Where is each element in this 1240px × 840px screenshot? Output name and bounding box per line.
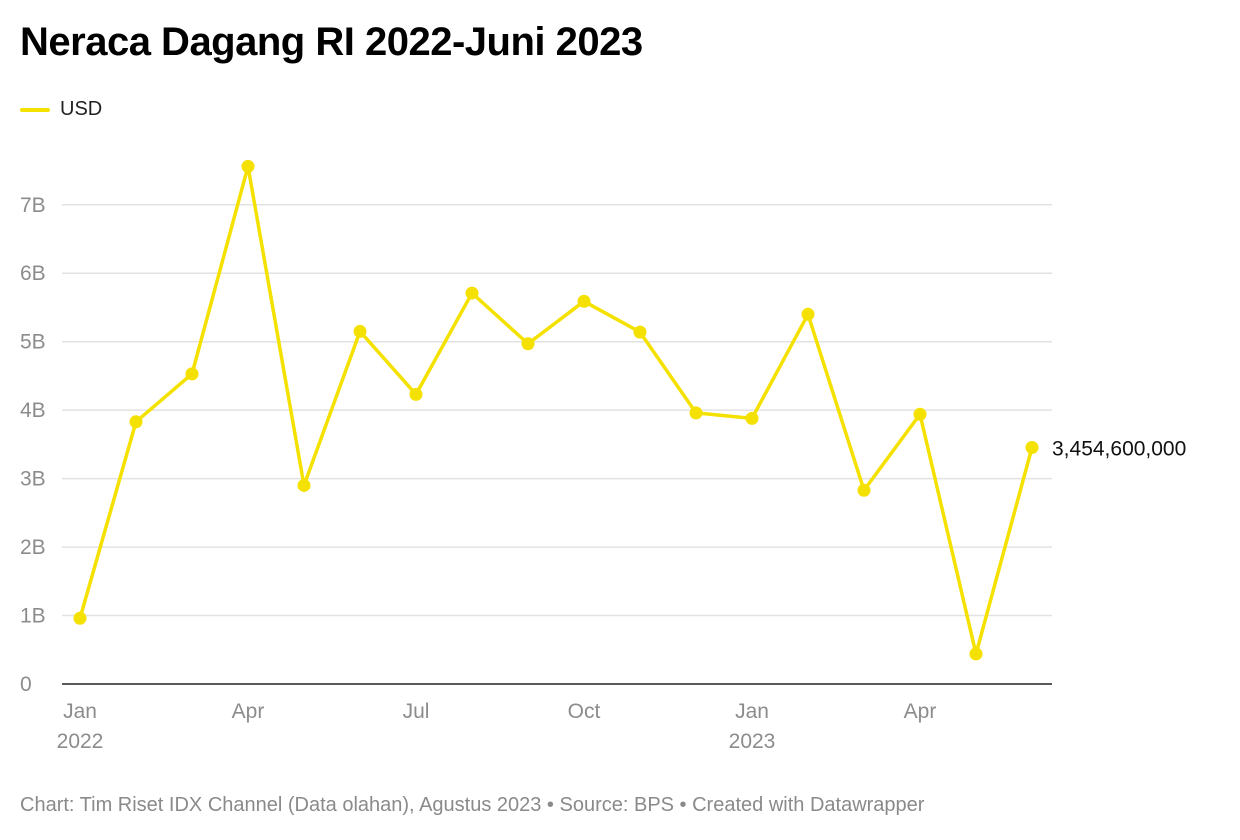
x-tick-label: Apr (904, 700, 937, 723)
data-point (73, 611, 87, 625)
y-tick-label: 4B (20, 399, 46, 422)
y-tick-label: 6B (20, 262, 46, 285)
data-point (521, 337, 535, 351)
x-tick-label: Jan (735, 700, 769, 723)
y-tick-label: 3B (20, 468, 46, 491)
x-tick-year-label: 2022 (57, 730, 104, 753)
data-point (1025, 440, 1039, 454)
data-point (353, 324, 367, 338)
data-point (745, 411, 759, 425)
legend-swatch (20, 107, 50, 112)
data-point (409, 387, 423, 401)
data-point (185, 367, 199, 381)
y-tick-label: 7B (20, 194, 46, 217)
data-point (465, 286, 479, 300)
data-point (633, 325, 647, 339)
chart-footer: Chart: Tim Riset IDX Channel (Data olaha… (20, 794, 925, 816)
data-point (577, 294, 591, 308)
data-point (913, 407, 927, 421)
legend-label: USD (60, 98, 103, 120)
series-line (78, 164, 1034, 656)
data-point (241, 159, 255, 173)
x-tick-year-label: 2023 (729, 730, 776, 753)
x-tick-label: Jan (63, 700, 97, 723)
end-value-label: 3,454,600,000 (1052, 437, 1186, 460)
x-tick-label: Apr (232, 700, 265, 723)
x-tick-label: Oct (568, 700, 601, 723)
x-tick-label: Jul (403, 700, 430, 723)
data-point (857, 483, 871, 497)
y-tick-label: 5B (20, 331, 46, 354)
chart-title: Neraca Dagang RI 2022-Juni 2023 (20, 20, 643, 64)
y-tick-label: 1B (20, 605, 46, 628)
data-point (969, 647, 983, 661)
y-tick-label: 2B (20, 536, 46, 559)
legend: USD (20, 98, 102, 121)
data-point (297, 478, 311, 492)
data-point (129, 415, 143, 429)
data-point (801, 307, 815, 321)
data-point (689, 406, 703, 420)
y-tick-label: 0 (20, 673, 32, 696)
